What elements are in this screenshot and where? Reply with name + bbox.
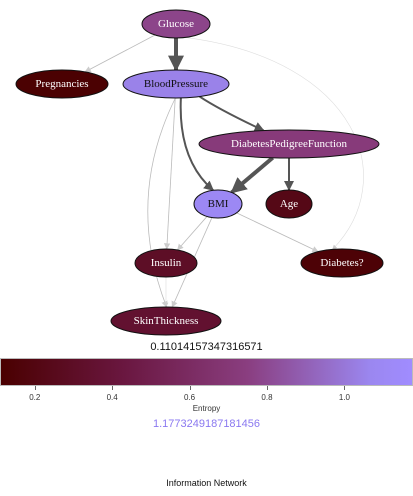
- figure-caption: Information Network: [166, 478, 247, 488]
- colorbar-tickmark: [266, 386, 268, 390]
- edge-bloodpressure-to-dpf: [199, 95, 265, 132]
- colorbar-tick-label: 0.6: [184, 393, 196, 402]
- entropy-colorbar: [0, 358, 413, 386]
- edge-bloodpressure-to-insulin: [163, 97, 176, 250]
- edge-bmi-to-diabetes: [236, 212, 319, 253]
- node-age[interactable]: Age: [265, 189, 313, 219]
- network-graph: Glucose Pregnancies BloodPressure DiabetesP…: [15, 9, 384, 336]
- max-entropy-value: 1.1773249187181456: [152, 418, 261, 430]
- edge-bloodpressure-to-bmi: [179, 97, 214, 192]
- colorbar-tick-label: 0.2: [29, 393, 41, 402]
- node-insulin-shape[interactable]: [134, 248, 198, 278]
- node-insulin-label: Insulin: [151, 257, 182, 269]
- node-age-shape[interactable]: [265, 189, 313, 219]
- node-pregnancies[interactable]: Pregnancies: [15, 69, 109, 99]
- node-age-label: Age: [280, 198, 298, 210]
- node-skinthickness-label: SkinThickness: [134, 315, 199, 327]
- colorbar-tickmark: [189, 386, 191, 390]
- node-bmi-shape[interactable]: [193, 189, 243, 219]
- edge-bloodpressure-to-skinthickness: [147, 97, 176, 308]
- node-glucose-shape[interactable]: [141, 9, 211, 39]
- node-glucose[interactable]: Glucose: [141, 9, 211, 39]
- min-entropy-value: 0.11014157347316571: [150, 341, 263, 353]
- node-bloodpressure-label: BloodPressure: [144, 78, 208, 90]
- node-pregnancies-shape[interactable]: [15, 69, 109, 99]
- node-dpf-shape[interactable]: [198, 129, 380, 159]
- node-dpf-label: DiabetesPedigreeFunction: [231, 138, 348, 150]
- colorbar-tick-label: 0.4: [106, 393, 118, 402]
- node-glucose-label: Glucose: [158, 18, 194, 30]
- colorbar-tick-label: 0.8: [261, 393, 273, 402]
- edge-glucose-to-pregnancies: [84, 34, 156, 73]
- node-diabetes-shape[interactable]: [300, 248, 384, 278]
- node-skinthickness[interactable]: SkinThickness: [110, 306, 222, 336]
- node-bmi[interactable]: BMI: [193, 189, 243, 219]
- node-insulin[interactable]: Insulin: [134, 248, 198, 278]
- colorbar-tick-label: 1.0: [338, 393, 350, 402]
- node-diabetes-label: Diabetes?: [320, 257, 363, 269]
- node-bloodpressure-shape[interactable]: [122, 69, 230, 99]
- node-bloodpressure[interactable]: BloodPressure: [122, 69, 230, 99]
- node-skinthickness-shape[interactable]: [110, 306, 222, 336]
- node-pregnancies-label: Pregnancies: [35, 78, 88, 90]
- node-diabetes[interactable]: Diabetes?: [300, 248, 384, 278]
- edge-bmi-to-insulin: [177, 216, 208, 251]
- edge-glucose-to-diabetes: [185, 37, 364, 250]
- node-bmi-label: BMI: [208, 198, 229, 210]
- colorbar-tickmark: [344, 386, 346, 390]
- colorbar-axis-label: Entropy: [192, 404, 221, 413]
- node-dpf[interactable]: DiabetesPedigreeFunction: [198, 129, 380, 159]
- edge-dpf-to-bmi: [230, 156, 274, 195]
- colorbar-tickmark: [112, 386, 114, 390]
- colorbar-tickmark: [34, 386, 36, 390]
